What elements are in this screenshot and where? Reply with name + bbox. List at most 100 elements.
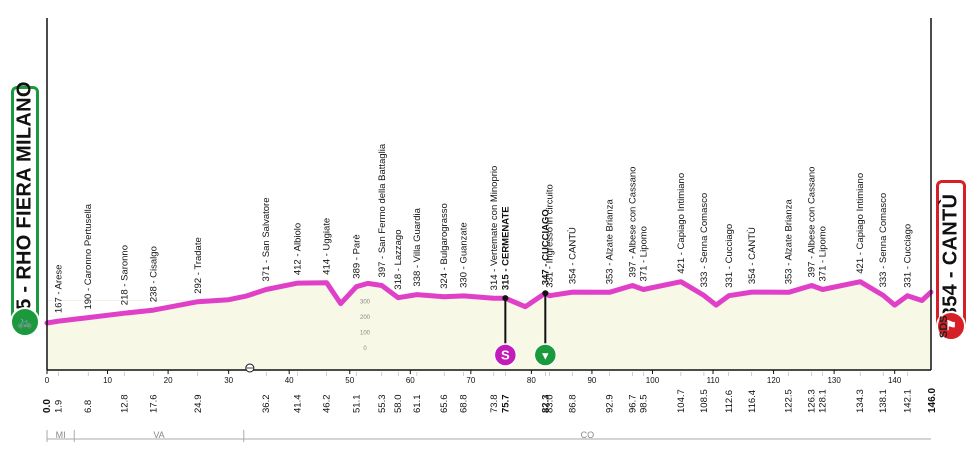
waypoint-km-label: 134.3 [855, 389, 866, 413]
sprint-icon [493, 343, 518, 367]
waypoint-label: 314 - Vertemate con Minoprio [489, 166, 500, 291]
start-label: 155 - RHO FIERA MILANO [13, 81, 36, 333]
waypoint-label: 347 - CUCCIAGO [540, 209, 551, 285]
waypoint-label: 371 - Lipomo [638, 226, 649, 281]
waypoint-km-label: 6.8 [83, 400, 94, 413]
finish-sign: 354 - CANTÙ ⚑ [936, 180, 966, 341]
waypoint-label: 331 - Cucciago [724, 224, 735, 288]
province-bar: MI VA CO [46, 430, 931, 442]
x-tick-label: 130 [827, 376, 841, 385]
waypoint-km-label: 104.7 [676, 389, 687, 413]
waypoint-km-label: 36.2 [261, 395, 272, 414]
waypoint-km-label: 116.4 [747, 390, 758, 413]
waypoint-km-label: 55.3 [377, 395, 388, 414]
waypoint-label: 218 - Saronno [120, 245, 131, 305]
waypoint-km-label: 46.2 [322, 395, 333, 414]
waypoint-km-label: 12.8 [120, 395, 131, 414]
waypoint-km-label: 83.0 [545, 395, 556, 414]
altitude-tick-label: 200 [360, 315, 371, 321]
waypoint-label: 353 - Alzate Brianza [604, 199, 615, 285]
km-start-label: 0.0 [42, 399, 53, 413]
altitude-tick-label: 100 [360, 331, 371, 337]
waypoint-label: 338 - Villa Guardia [412, 207, 423, 286]
waypoint-km-label: 126.3 [807, 389, 818, 413]
waypoint-km-label: 138.1 [878, 389, 889, 413]
province-label: CO [581, 430, 595, 440]
waypoint-label: 397 - Albese con Cassano [627, 167, 638, 278]
waypoint-label: 167 - Arese [54, 265, 65, 314]
waypoint-km-label: 73.8 [489, 395, 500, 414]
x-tick-label: 80 [527, 376, 536, 385]
x-tick-label: 120 [767, 376, 781, 385]
x-tick-label: 90 [587, 376, 596, 385]
x-tick-label: 70 [466, 376, 475, 385]
x-tick-label: 10 [103, 376, 112, 385]
province-label: MI [56, 430, 66, 440]
waypoint-km-label: 122.5 [784, 389, 795, 413]
waypoint-label: 190 - Caronno Pertusella [83, 203, 94, 309]
waypoint-km-label: 96.7 [627, 395, 638, 414]
altitude-tick-label: 300 [360, 300, 371, 306]
waypoint-km-label: 65.6 [439, 395, 450, 414]
waypoint-label: 371 - Lipomo [818, 226, 829, 281]
x-tick-label: 60 [406, 376, 415, 385]
waypoint-km-label: 61.1 [412, 395, 423, 414]
waypoint-km-label: 75.7 [500, 395, 511, 414]
x-tick-label: 140 [888, 376, 902, 385]
waypoint-label: 238 - Cisalgo [149, 246, 160, 302]
km-finish-label: 146.0 [927, 388, 938, 413]
waypoint-label: 330 - Guanzate [459, 222, 470, 288]
waypoint-km-label: 92.9 [604, 395, 615, 414]
waypoint-label: 371 - San Salvatore [261, 198, 272, 282]
waypoint-km-label: 17.6 [149, 395, 160, 414]
waypoint-label: 412 - Albiolo [293, 223, 304, 275]
waypoint-label: 333 - Senna Comasco [699, 193, 710, 288]
waypoint-km-label: 82.3 [540, 395, 551, 414]
x-tick-label: 0 [45, 376, 50, 385]
waypoint-km-label: 128.1 [818, 389, 829, 413]
x-tick-label: 110 [707, 376, 720, 385]
waypoint-km-label: 51.1 [351, 395, 362, 414]
profile-fill [47, 281, 931, 370]
bicycle-icon: 🚲 [10, 307, 40, 337]
finish-icon: ⚑ [936, 311, 966, 341]
waypoint-km-label: 58.0 [393, 395, 404, 414]
waypoint-label: 315 - CERMENATE [500, 206, 511, 290]
route-markers: S ▼ [493, 290, 558, 367]
waypoint-label: 331 - Cucciago [902, 224, 913, 288]
waypoint-km-label: 142.1 [902, 389, 913, 413]
waypoint-km-label: 112.6 [724, 390, 735, 413]
waypoint-label: 421 - Capiago Intimiano [676, 173, 687, 274]
waypoint-label: 354 - CANTÙ [747, 227, 758, 284]
waypoint-km-label: 68.8 [459, 395, 470, 414]
waypoint-km-label: 41.4 [293, 395, 304, 414]
waypoint-label: 331 - Ingresso in circuito [545, 184, 556, 288]
start-sign: 155 - RHO FIERA MILANO 🚲 [10, 81, 40, 337]
waypoint-label: 421 - Capiago Intimiano [855, 173, 866, 274]
waypoint-label: 353 - Alzate Brianza [784, 199, 795, 285]
waypoint-labels: 167 - Arese 1.9 190 - Caronno Pertusella 6.… [42, 143, 938, 413]
kom-symbol: ▼ [540, 351, 551, 363]
waypoint-label: 389 - Parè [351, 234, 362, 278]
x-tick-label: 30 [224, 376, 233, 385]
waypoint-km-label: 24.9 [193, 395, 204, 414]
finish-label: 354 - CANTÙ [939, 193, 962, 319]
waypoint-km-label: 86.8 [568, 395, 579, 414]
waypoint-label: 324 - Bulgarograsso [439, 203, 450, 289]
province-label: VA [153, 430, 164, 440]
kom-icon [533, 343, 558, 367]
waypoint-label: 292 - Tradate [193, 237, 204, 294]
waypoint-label: 397 - Albese con Cassano [807, 167, 818, 278]
x-tick-label: 50 [345, 376, 354, 385]
axes: 0 100 200 300 0 10 20 30 40 50 60 70 80 90 100 110 120 13… [45, 18, 932, 385]
waypoint-label: 318 - Lazzago [393, 229, 404, 289]
waypoint-label: 414 - Uggiate [322, 218, 333, 275]
x-tick-label: 40 [285, 376, 294, 385]
x-tick-label: 100 [646, 376, 660, 385]
waypoint-label: 354 - CANTÙ [568, 227, 579, 284]
waypoint-label: 397 - San Fermo della Battaglia [377, 143, 388, 277]
altitude-tick-label: 0 [363, 346, 367, 352]
x-tick-label: 20 [164, 376, 173, 385]
waypoint-km-label: 108.5 [699, 389, 710, 413]
elevation-profile-line [44, 279, 934, 326]
